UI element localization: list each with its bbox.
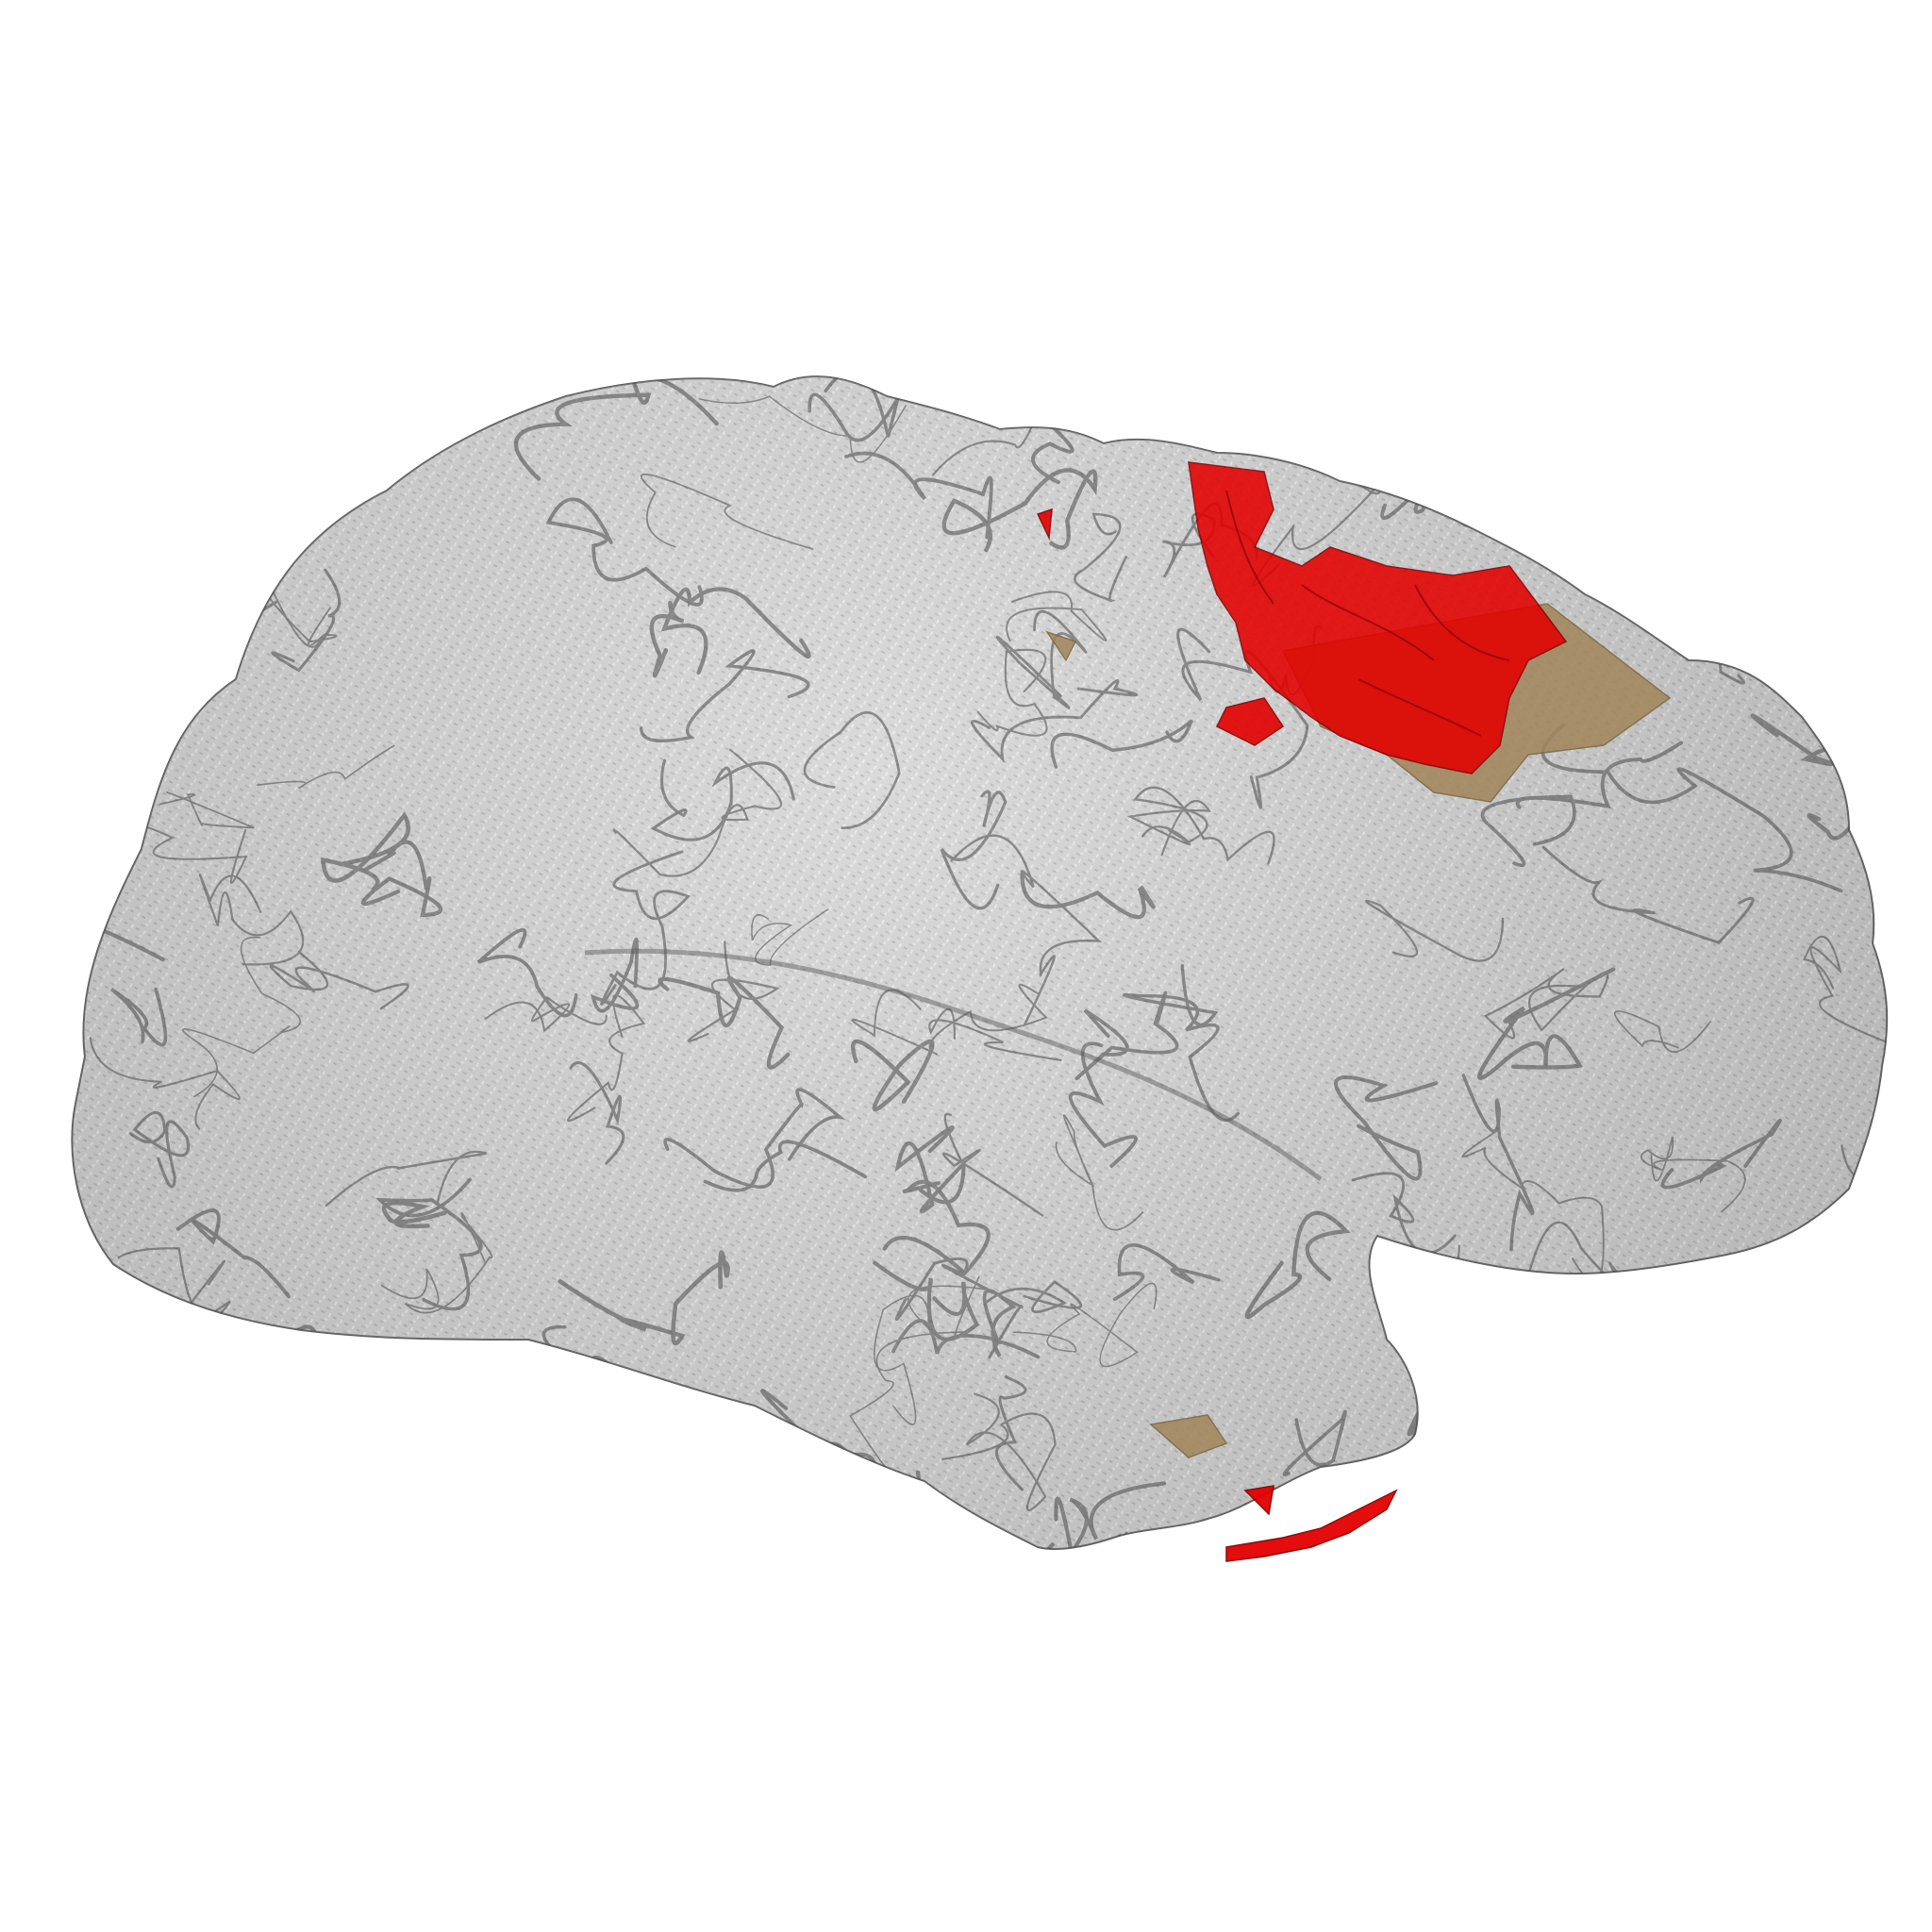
sulcus-line <box>545 497 704 607</box>
sulcus-line <box>640 474 814 550</box>
sulcus-line <box>1476 967 1616 1080</box>
sulcus-line <box>928 1008 1062 1061</box>
sulcus-line <box>1333 1075 1439 1181</box>
sulcus-line <box>844 451 993 540</box>
sulcus-line <box>375 1177 483 1311</box>
sulcus-line <box>894 1257 1024 1359</box>
sulcus-line <box>269 950 409 1010</box>
sulcus-line <box>1244 1210 1351 1320</box>
sulcus-line <box>476 928 578 1018</box>
sulcus-line <box>1133 786 1275 865</box>
sulcus-line <box>995 1375 1027 1491</box>
sulcus-line <box>484 995 608 1033</box>
sulcus-line <box>703 1140 868 1192</box>
sulcus-line <box>181 936 301 1098</box>
sulcus-line <box>1055 1114 1144 1231</box>
sulcus-line <box>1068 1041 1138 1168</box>
sulcus-line <box>198 874 305 966</box>
highlighted-region <box>1036 461 1568 1562</box>
sulcus-line <box>976 648 1048 737</box>
sulcus-line <box>1541 845 1755 945</box>
sulcus-line <box>1640 1136 1746 1213</box>
sulcus-line <box>567 994 646 1122</box>
sulcus-line <box>803 711 901 829</box>
sulcus-line <box>950 834 1103 1026</box>
sulcus-line <box>1613 1010 1712 1053</box>
sulcus-line <box>175 1208 291 1299</box>
sulcus-line <box>873 1260 980 1341</box>
sulcus-line <box>1660 1118 1782 1190</box>
sulcus-line <box>941 1392 1057 1512</box>
sulcus-line <box>894 1125 966 1214</box>
sulcus-line <box>1126 799 1211 857</box>
sulcus-line <box>382 1200 447 1229</box>
sulcus-line <box>569 1061 625 1165</box>
sulcus-line <box>941 468 1098 553</box>
sulcus-line <box>612 748 782 877</box>
sulcus-line <box>1122 963 1240 1123</box>
sulcus-line <box>558 1250 730 1346</box>
sulcus-line <box>265 588 338 648</box>
sulcus-line <box>649 600 685 678</box>
sulcus-line <box>650 758 795 841</box>
sulcus-line <box>360 840 443 918</box>
sulcus-line <box>851 983 1048 1056</box>
sulcus-line <box>89 1037 241 1130</box>
sulcus-line <box>1112 1243 1221 1302</box>
sulcus-line <box>1480 794 1576 868</box>
sulcus-line <box>1050 719 1193 769</box>
highlight-folds <box>1225 490 1510 737</box>
sulcus-line <box>698 395 907 463</box>
sulcus-line <box>1541 723 1843 893</box>
sulcus-line <box>874 1285 994 1425</box>
sulcus-line <box>1054 1481 1167 1549</box>
sulcus-line <box>128 1110 190 1189</box>
sulcus-line <box>257 744 395 790</box>
sulcus-line <box>995 609 1088 709</box>
sulcus-line <box>658 975 791 1070</box>
sulcus-line <box>1803 936 1888 1050</box>
sulcus-line <box>158 791 255 829</box>
sulcus-line <box>639 649 810 743</box>
sulcus-line <box>882 1179 991 1276</box>
sulcus-line <box>1282 1409 1347 1476</box>
sulcus-line <box>271 568 341 673</box>
sulcus-line <box>751 908 829 966</box>
sulcus-line <box>110 987 168 1047</box>
sulcus-line <box>1074 991 1179 1081</box>
sulcus-line <box>1365 899 1505 962</box>
sulcus-line <box>600 850 691 1006</box>
sulcus-line <box>591 937 640 1013</box>
sulcus-line <box>1020 872 1156 920</box>
sulcus-line <box>1074 512 1127 602</box>
sulcus-line <box>1012 1282 1158 1368</box>
sulcus-line <box>1461 1074 1535 1252</box>
sulcus-line <box>941 1112 1044 1217</box>
sulcus-line <box>380 1212 493 1314</box>
sulcus-line <box>1461 1128 1605 1283</box>
sulcus-line <box>940 790 1008 910</box>
lateral-fissure <box>584 948 1323 1182</box>
sulcus-line <box>971 679 1139 763</box>
sulcus-line <box>850 1039 935 1112</box>
sulcus-line <box>1006 591 1108 642</box>
sulcus-line <box>1515 741 1684 809</box>
sulcus-line <box>325 1150 487 1207</box>
sulcus-line <box>663 1088 846 1189</box>
